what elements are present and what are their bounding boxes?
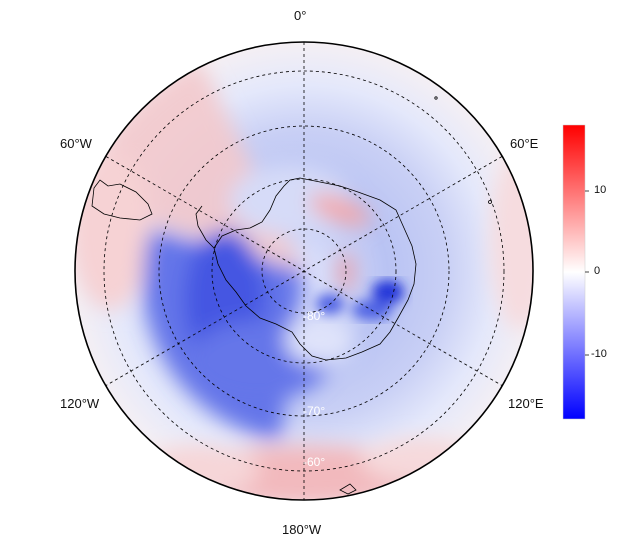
- lat-circle-60: [158, 125, 450, 417]
- colorbar-label-neg10: -10: [591, 348, 607, 360]
- lat-label-70: -70°: [303, 404, 325, 418]
- antarctica-coastline: [91, 96, 492, 495]
- lon-label-180w: 180°W: [282, 522, 322, 537]
- lon-label-0: 0°: [294, 8, 307, 23]
- latitude-labels: -80° -70° -60°: [303, 309, 325, 469]
- colorbar-gradient: [562, 124, 586, 420]
- lat-circle-80: [261, 228, 347, 314]
- lon-label-120e: 120°E: [508, 396, 544, 411]
- map-boundary: [74, 41, 534, 501]
- lon-label-60e: 60°E: [510, 136, 539, 151]
- colorbar: [562, 124, 589, 420]
- lat-label-80: -80°: [303, 309, 325, 323]
- meridian-60e-120w: [105, 156, 503, 386]
- colorbar-label-0: 0: [594, 265, 601, 277]
- lon-label-120w: 120°W: [60, 396, 100, 411]
- lon-label-60w: 60°W: [60, 136, 92, 151]
- graticule: [103, 42, 505, 500]
- lat-label-60: -60°: [303, 455, 325, 469]
- colorbar-label-10: 10: [594, 184, 607, 196]
